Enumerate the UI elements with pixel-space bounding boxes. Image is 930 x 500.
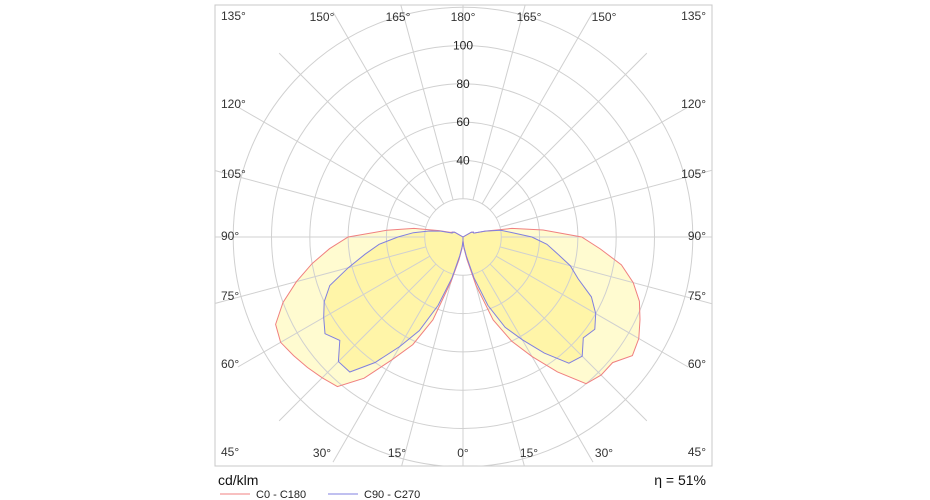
grid-spoke	[495, 106, 689, 219]
angle-label-top: 165°	[517, 10, 542, 24]
grid-spoke	[278, 263, 437, 422]
curve-c90-right	[462, 229, 597, 364]
legend: C0 - C180 C90 - C270	[220, 489, 420, 500]
angle-label-bottom: 0°	[457, 446, 469, 460]
legend-label-c0: C0 - C180	[256, 489, 306, 500]
angle-label-right: 135°	[681, 9, 706, 23]
grid-spoke	[472, 273, 525, 466]
grid-spoke	[401, 273, 454, 466]
radial-tick-label: 80	[456, 77, 470, 91]
angle-label-right: 105°	[681, 167, 706, 181]
grid-spoke	[489, 263, 648, 422]
grid-spoke	[481, 11, 594, 205]
grid-spoke	[215, 246, 427, 304]
angle-label-left: 135°	[221, 9, 246, 23]
radial-tick-label: 40	[456, 153, 470, 167]
grid-spoke	[237, 106, 431, 219]
grid-spoke	[472, 5, 526, 201]
radial-tick-label: 100	[453, 39, 473, 53]
angle-label-bottom: 15°	[520, 446, 538, 460]
angle-label-bottom: 30°	[313, 446, 331, 460]
grid-spoke	[400, 5, 454, 201]
grid-spoke	[237, 255, 431, 368]
angle-label-top: 180°	[451, 10, 476, 24]
light-distribution-curves	[275, 227, 641, 388]
curve-c0-left	[275, 227, 464, 388]
grid-spoke	[499, 246, 712, 305]
grid-spoke	[481, 269, 594, 463]
angle-label-left: 75°	[221, 289, 239, 303]
angle-label-right: 90°	[688, 229, 706, 243]
angle-label-left: 45°	[221, 445, 239, 459]
fill-c90-left	[323, 231, 463, 372]
unit-label: cd/klm	[218, 472, 258, 488]
angle-label-right: 75°	[688, 289, 706, 303]
angle-label-top: 150°	[592, 10, 617, 24]
angle-label-right: 120°	[681, 97, 706, 111]
legend-label-c90: C90 - C270	[364, 489, 420, 500]
angle-label-right: 60°	[688, 357, 706, 371]
grid-spoke	[215, 170, 427, 228]
grid-spoke	[495, 255, 689, 368]
angle-label-bottom: 30°	[595, 446, 613, 460]
axis-labels: 40 60 80 100 135° 120° 105° 90° 75° 60° 45° 135° 120…	[221, 9, 706, 460]
radial-tick-label: 60	[456, 115, 470, 129]
angle-label-left: 105°	[221, 167, 246, 181]
angle-label-right: 45°	[688, 445, 706, 459]
grid-spoke	[499, 169, 712, 228]
grid-spoke	[278, 52, 437, 211]
curve-c90-left	[323, 230, 464, 373]
angle-label-left: 60°	[221, 357, 239, 371]
light-distribution-fills	[275, 228, 640, 387]
angle-label-bottom: 15°	[388, 446, 406, 460]
angle-label-top: 165°	[386, 10, 411, 24]
angle-label-left: 90°	[221, 229, 239, 243]
grid-spoke	[332, 269, 445, 463]
efficiency-label: η = 51%	[654, 472, 706, 488]
grid-spoke	[489, 52, 648, 211]
angle-label-top: 150°	[310, 10, 335, 24]
grid-spoke	[332, 11, 445, 205]
angle-label-left: 120°	[221, 97, 246, 111]
